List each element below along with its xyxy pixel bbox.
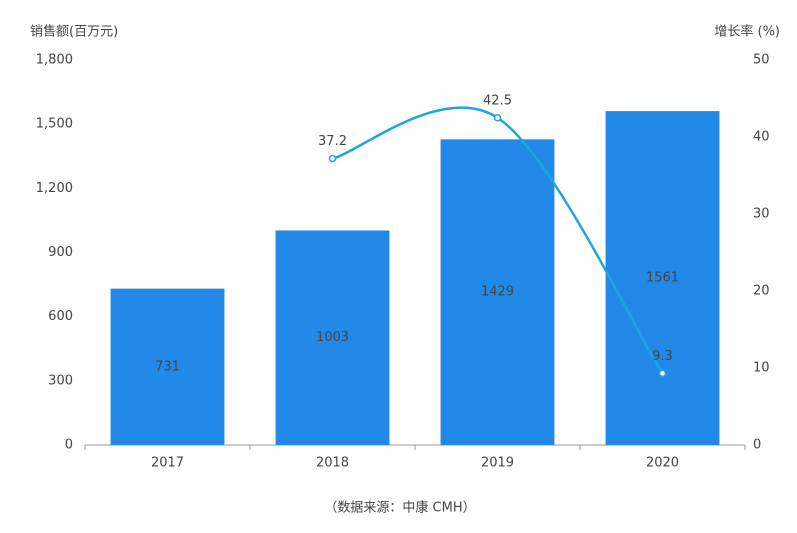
line-point bbox=[328, 154, 337, 163]
bar bbox=[440, 139, 555, 445]
x-tick-label: 2018 bbox=[316, 456, 349, 471]
y2-tick-label: 0 bbox=[753, 438, 761, 453]
x-tick-label: 2019 bbox=[481, 456, 514, 471]
x-tick-label: 2017 bbox=[151, 456, 184, 471]
y2-tick-label: 50 bbox=[753, 53, 770, 68]
line-value-label: 42.5 bbox=[483, 93, 512, 108]
y2-tick-label: 10 bbox=[753, 361, 770, 376]
bar-value-label: 1429 bbox=[481, 285, 514, 300]
bar bbox=[605, 111, 720, 445]
y2-axis-label: 增长率 (%) bbox=[714, 24, 780, 40]
bar-value-label: 1561 bbox=[646, 271, 679, 286]
line-value-label: 37.2 bbox=[318, 134, 347, 149]
y-tick-label: 0 bbox=[65, 438, 73, 453]
y2-tick-label: 30 bbox=[753, 207, 770, 222]
y2-tick-label: 20 bbox=[753, 284, 770, 299]
y-tick-label: 900 bbox=[48, 245, 73, 260]
bar-value-label: 1003 bbox=[316, 330, 349, 345]
y-tick-label: 1,800 bbox=[36, 53, 73, 68]
y-tick-label: 300 bbox=[48, 373, 73, 388]
line-point bbox=[493, 114, 502, 122]
source-note: （数据来源：中康 CMH） bbox=[324, 500, 475, 516]
bar bbox=[275, 230, 390, 445]
line-point bbox=[658, 369, 667, 378]
x-tick-label: 2020 bbox=[646, 456, 679, 471]
y-tick-label: 600 bbox=[48, 309, 73, 324]
line-value-label: 9.3 bbox=[652, 349, 673, 364]
y-tick-label: 1,500 bbox=[36, 117, 73, 132]
y-axis-label: 销售额(百万元) bbox=[30, 24, 118, 40]
bar-value-label: 731 bbox=[155, 359, 180, 374]
bar bbox=[110, 288, 225, 445]
y2-tick-label: 40 bbox=[753, 130, 770, 145]
y-tick-label: 1,200 bbox=[36, 181, 73, 196]
line bbox=[332, 106, 664, 375]
